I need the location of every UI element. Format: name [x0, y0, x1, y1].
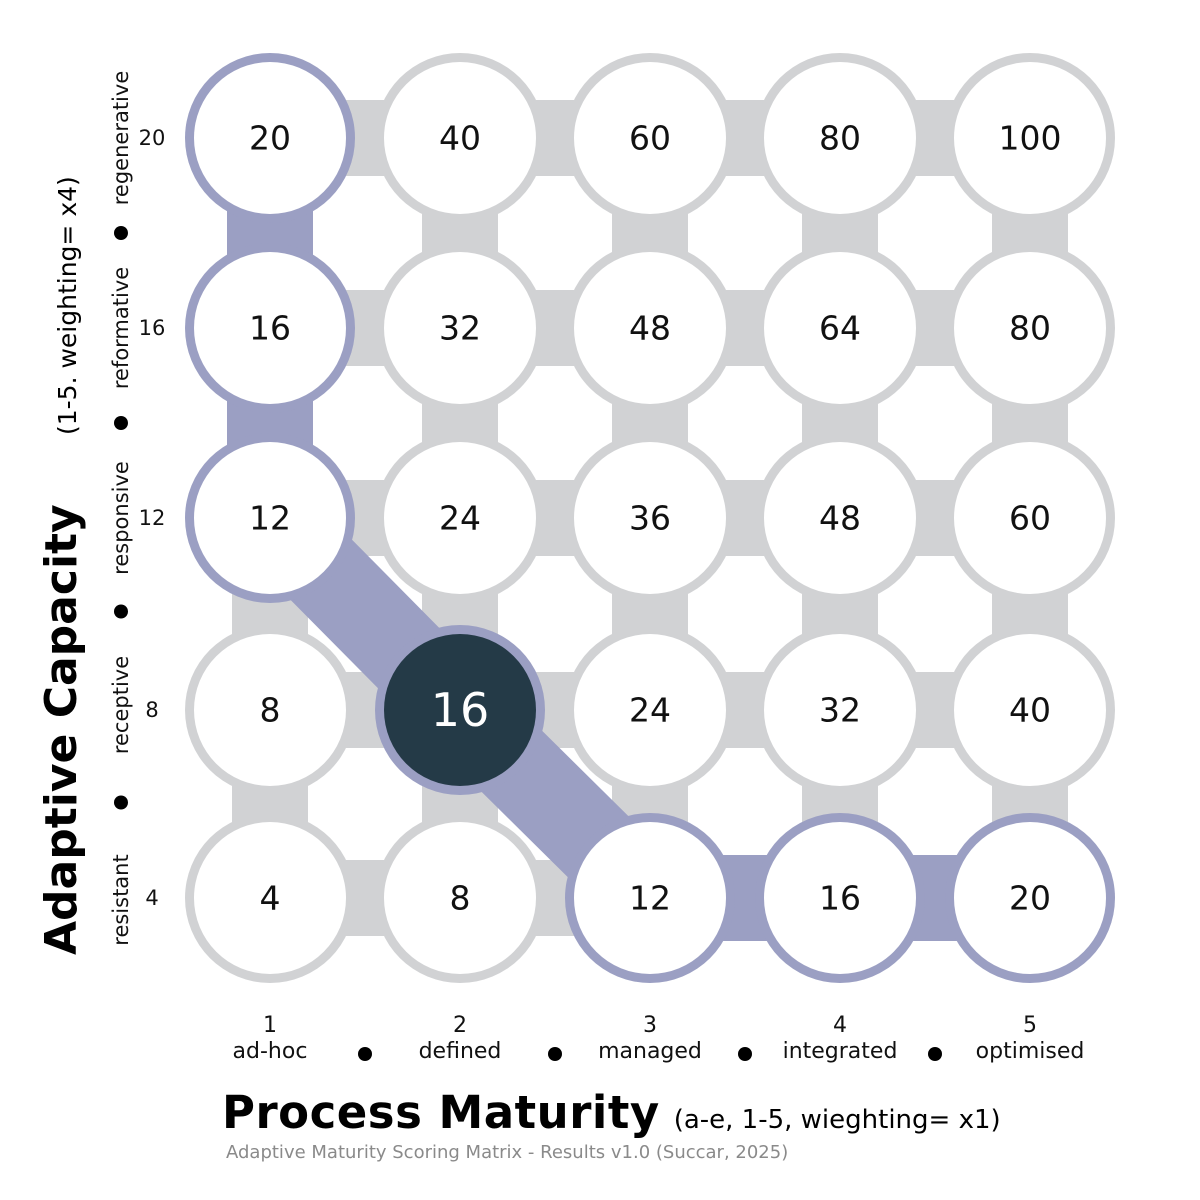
cell-value: 80: [819, 119, 861, 158]
y-axis-title-main: Adaptive Capacity: [36, 504, 87, 955]
x-separator-dot: [358, 1047, 372, 1061]
y-axis-title-note: (1-5. weighting= x4): [53, 176, 82, 435]
x-tick-label: integrated: [783, 1039, 898, 1064]
cell-value: 24: [629, 691, 671, 730]
cell-value: 32: [439, 309, 481, 348]
x-separator-dot: [738, 1047, 752, 1061]
cell-value: 16: [249, 309, 291, 348]
cell-value: 20: [249, 119, 291, 158]
score-cell: [764, 634, 916, 786]
cell-value: 64: [819, 309, 861, 348]
score-cell: [764, 442, 916, 594]
score-cell: [574, 252, 726, 404]
cell-value: 48: [819, 499, 861, 538]
score-cell: [954, 822, 1106, 974]
y-separator-dot: [114, 604, 128, 619]
x-axis-title: Process Maturity (a-e, 1-5, wieghting= x1…: [222, 1086, 1001, 1139]
x-tick-number: 2: [453, 1013, 467, 1038]
y-separator-dot: [114, 226, 128, 240]
score-cell: [574, 442, 726, 594]
cell-value: 20: [1009, 879, 1051, 918]
y-level-labels: resistant receptive responsive reformative r…: [109, 71, 133, 946]
figure-caption: Adaptive Maturity Scoring Matrix - Resul…: [226, 1142, 789, 1163]
score-cell: [574, 62, 726, 214]
x-tick-label: optimised: [976, 1039, 1085, 1064]
y-axis-title: Adaptive Capacity (1-5. weighting= x4): [36, 176, 87, 955]
score-cell: [574, 822, 726, 974]
y-level-label: receptive: [109, 656, 133, 754]
score-cell: [954, 252, 1106, 404]
current-score-value: 16: [431, 683, 490, 737]
cell-value: 12: [629, 879, 671, 918]
cell-value: 8: [260, 691, 281, 730]
score-cell: [194, 634, 346, 786]
x-axis-title-main: Process Maturity: [222, 1086, 660, 1139]
y-tick-label: 4: [145, 886, 158, 910]
score-cell: [764, 822, 916, 974]
x-tick-label: defined: [419, 1039, 502, 1064]
score-cell: [194, 442, 346, 594]
y-tick-label: 20: [139, 126, 166, 150]
score-cell: [764, 62, 916, 214]
cell-value: 40: [1009, 691, 1051, 730]
y-level-label: resistant: [109, 854, 133, 945]
score-cell: [764, 252, 916, 404]
score-cell: [954, 442, 1106, 594]
y-tick-label: 12: [139, 506, 166, 530]
cell-value: 80: [1009, 309, 1051, 348]
x-tick-number: 3: [643, 1013, 657, 1038]
x-separator-dot: [928, 1047, 942, 1061]
score-cell: [194, 252, 346, 404]
score-cell: [384, 822, 536, 974]
score-cell: [194, 822, 346, 974]
score-cell: [954, 634, 1106, 786]
cell-value: 4: [260, 879, 281, 918]
x-tick-label: ad-hoc: [233, 1039, 308, 1064]
y-tick-label: 16: [139, 316, 166, 340]
x-tick-number: 4: [833, 1013, 847, 1038]
x-tick-label: managed: [598, 1039, 702, 1064]
cell-value: 100: [999, 119, 1062, 158]
score-cell: [384, 62, 536, 214]
current-score-cell: [384, 634, 536, 786]
cell-value: 24: [439, 499, 481, 538]
score-cell: [384, 442, 536, 594]
cell-value: 40: [439, 119, 481, 158]
score-cell: [384, 252, 536, 404]
y-separator-dot: [114, 416, 128, 430]
score-cell: [194, 62, 346, 214]
cell-value: 12: [249, 499, 291, 538]
score-cell: [574, 634, 726, 786]
cell-value: 60: [629, 119, 671, 158]
cell-value: 32: [819, 691, 861, 730]
cell-value: 36: [629, 499, 671, 538]
x-tick-number: 1: [263, 1013, 277, 1038]
y-level-label: responsive: [109, 461, 133, 575]
x-axis-title-note: (a-e, 1-5, wieghting= x1): [673, 1105, 1001, 1135]
y-tick-label: 8: [145, 698, 158, 722]
y-separator-dot: [114, 795, 128, 810]
x-tick-number: 5: [1023, 1013, 1037, 1038]
score-cell: [954, 62, 1106, 214]
y-axis-ticks: 4 8 12 16 20: [139, 126, 166, 910]
cell-value: 8: [450, 879, 471, 918]
cell-value: 60: [1009, 499, 1051, 538]
cell-value: 16: [819, 879, 861, 918]
cell-value: 48: [629, 309, 671, 348]
y-level-label: reformative: [109, 267, 133, 389]
x-separator-dot: [548, 1047, 562, 1061]
y-axis-level-labels: Adaptive Capacity (1-5. weighting= x4) res…: [36, 71, 133, 955]
y-level-label: regenerative: [109, 71, 133, 206]
